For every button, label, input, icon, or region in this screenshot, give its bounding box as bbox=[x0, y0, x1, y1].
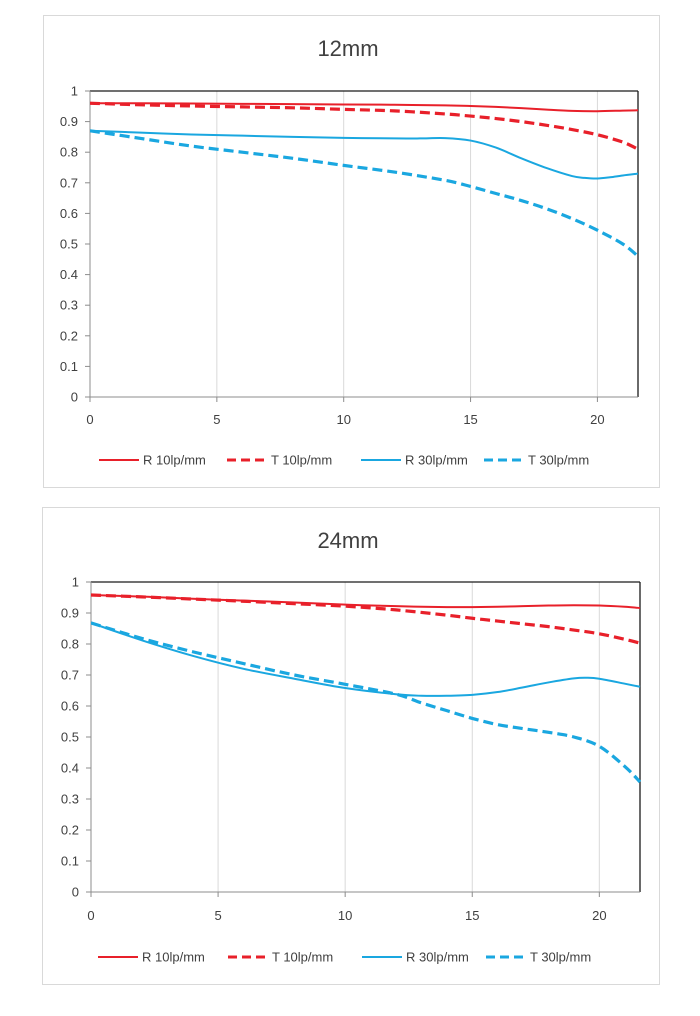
chart-panel-12mm: 12mm 0 0.1 0.2 0.3 0.4 0.5 0.6 0.7 0.8 0.9 1 0 5 10 15 2… bbox=[43, 15, 660, 488]
legend-label: T 10lp/mm bbox=[272, 950, 333, 965]
y-tick-label: 0.5 bbox=[60, 237, 78, 252]
x-tick-label: 5 bbox=[214, 908, 221, 923]
series-line-t-30lp-mm bbox=[90, 129, 639, 258]
y-tick-label: 0.8 bbox=[61, 637, 79, 652]
y-tick-label: 0.7 bbox=[61, 668, 79, 683]
x-tick-label: 0 bbox=[86, 412, 93, 427]
series-line-r-30lp-mm bbox=[90, 129, 639, 180]
x-tick-label: 15 bbox=[463, 412, 477, 427]
y-tick-label: 0.8 bbox=[60, 145, 78, 160]
y-tick-label: 0 bbox=[72, 885, 79, 900]
series-line-t-30lp-mm bbox=[91, 621, 641, 784]
y-tick-label: 1 bbox=[71, 84, 78, 99]
x-tick-label: 10 bbox=[336, 412, 350, 427]
y-tick-label: 0.7 bbox=[60, 175, 78, 190]
legend-label: R 10lp/mm bbox=[143, 453, 206, 468]
series-line-t-10lp-mm bbox=[91, 593, 641, 645]
y-tick-label: 0.2 bbox=[60, 328, 78, 343]
legend-label: R 10lp/mm bbox=[142, 950, 205, 965]
y-tick-label: 0.3 bbox=[61, 792, 79, 807]
y-tick-label: 0.4 bbox=[61, 761, 79, 776]
y-tick-label: 0.2 bbox=[61, 823, 79, 838]
chart-panel-24mm: 24mm 0 0.1 0.2 0.3 0.4 0.5 0.6 0.7 0.8 0.9 1 0 5 10 15 2… bbox=[42, 507, 660, 985]
y-tick-label: 0.1 bbox=[60, 359, 78, 374]
x-tick-label: 5 bbox=[213, 412, 220, 427]
y-tick-label: 0.3 bbox=[60, 298, 78, 313]
legend-label: R 30lp/mm bbox=[405, 453, 468, 468]
legend-label: R 30lp/mm bbox=[406, 950, 469, 965]
y-tick-label: 0.6 bbox=[60, 206, 78, 221]
x-tick-label: 10 bbox=[338, 908, 352, 923]
y-tick-label: 0.1 bbox=[61, 854, 79, 869]
legend-label: T 30lp/mm bbox=[530, 950, 591, 965]
y-tick-label: 0.6 bbox=[61, 699, 79, 714]
x-tick-label: 20 bbox=[592, 908, 606, 923]
x-tick-label: 0 bbox=[87, 908, 94, 923]
x-tick-label: 15 bbox=[465, 908, 479, 923]
chart-title: 24mm bbox=[317, 528, 378, 553]
legend-label: T 30lp/mm bbox=[528, 453, 589, 468]
series-line-r-10lp-mm bbox=[90, 102, 639, 113]
legend-label: T 10lp/mm bbox=[271, 453, 332, 468]
chart-title: 12mm bbox=[317, 36, 378, 61]
y-tick-label: 0.9 bbox=[61, 606, 79, 621]
y-tick-label: 0.4 bbox=[60, 267, 78, 282]
y-tick-label: 0.5 bbox=[61, 730, 79, 745]
y-tick-label: 0.9 bbox=[60, 114, 78, 129]
x-tick-label: 20 bbox=[590, 412, 604, 427]
y-tick-label: 1 bbox=[72, 575, 79, 590]
y-tick-label: 0 bbox=[71, 390, 78, 405]
series-line-r-30lp-mm bbox=[91, 621, 641, 697]
series-line-t-10lp-mm bbox=[90, 101, 639, 151]
